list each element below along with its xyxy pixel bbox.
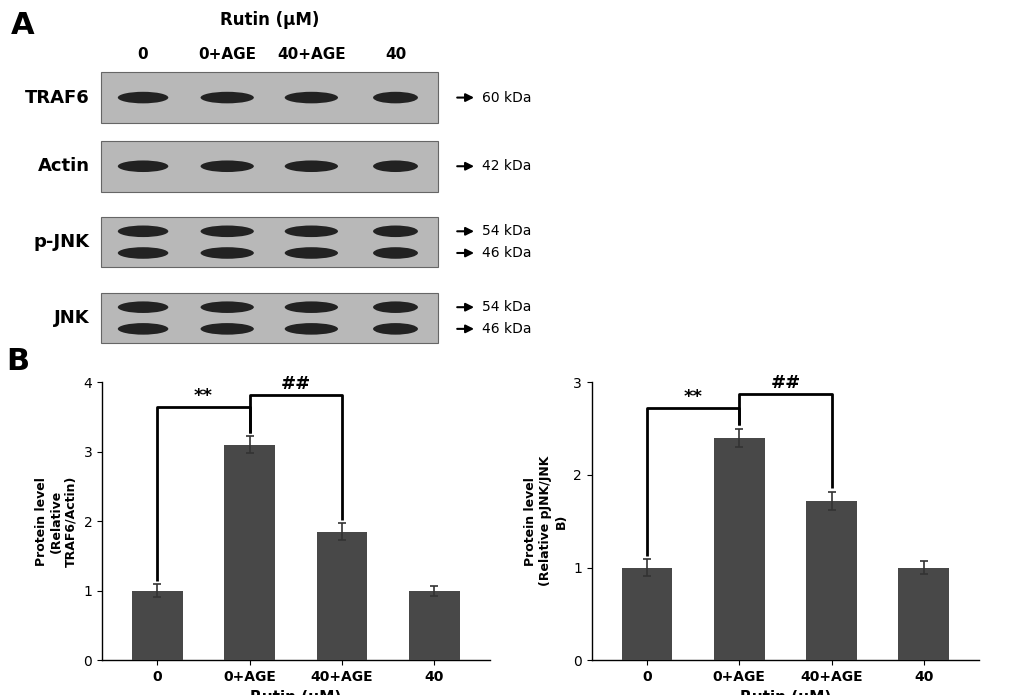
Ellipse shape — [373, 323, 418, 335]
Text: 40: 40 — [384, 47, 406, 62]
Bar — [316, 532, 367, 660]
Ellipse shape — [284, 247, 337, 259]
Ellipse shape — [118, 302, 168, 313]
Ellipse shape — [284, 225, 337, 237]
Bar — [101, 72, 437, 123]
Text: JNK: JNK — [54, 309, 90, 327]
Ellipse shape — [284, 92, 337, 104]
Text: 0+AGE: 0+AGE — [198, 47, 256, 62]
Bar — [805, 501, 856, 660]
Ellipse shape — [373, 302, 418, 313]
Ellipse shape — [201, 92, 254, 104]
Text: 0: 0 — [138, 47, 148, 62]
Bar — [409, 591, 460, 660]
Ellipse shape — [284, 161, 337, 172]
Ellipse shape — [118, 161, 168, 172]
Bar — [101, 217, 437, 268]
Text: p-JNK: p-JNK — [34, 233, 90, 251]
Ellipse shape — [284, 323, 337, 335]
Bar — [131, 591, 182, 660]
Y-axis label: Protein level
(Relative pJNK/JNK
B): Protein level (Relative pJNK/JNK B) — [524, 456, 567, 587]
Text: Rutin (μM): Rutin (μM) — [219, 11, 319, 28]
Text: A: A — [11, 11, 35, 40]
Ellipse shape — [201, 225, 254, 237]
Ellipse shape — [118, 323, 168, 335]
Text: 54 kDa: 54 kDa — [482, 224, 531, 238]
Text: Actin: Actin — [38, 157, 90, 175]
X-axis label: Rutin (μM): Rutin (μM) — [250, 689, 341, 695]
Text: 40+AGE: 40+AGE — [277, 47, 345, 62]
Bar — [898, 568, 949, 660]
Ellipse shape — [118, 92, 168, 104]
Ellipse shape — [201, 161, 254, 172]
Ellipse shape — [373, 247, 418, 259]
Text: B: B — [6, 347, 30, 376]
Ellipse shape — [118, 225, 168, 237]
Bar — [224, 445, 275, 660]
Y-axis label: Protein level
(Relative
TRAF6/Actin): Protein level (Relative TRAF6/Actin) — [35, 475, 77, 567]
Bar — [621, 568, 672, 660]
Text: ##: ## — [769, 375, 800, 393]
Ellipse shape — [118, 247, 168, 259]
Ellipse shape — [373, 161, 418, 172]
X-axis label: Rutin (μM): Rutin (μM) — [739, 689, 830, 695]
Text: 42 kDa: 42 kDa — [482, 159, 531, 173]
Ellipse shape — [284, 302, 337, 313]
Text: **: ** — [194, 387, 213, 405]
Ellipse shape — [201, 247, 254, 259]
Ellipse shape — [201, 323, 254, 335]
Text: 46 kDa: 46 kDa — [482, 322, 532, 336]
Bar — [713, 438, 764, 660]
Text: 60 kDa: 60 kDa — [482, 90, 532, 104]
Bar — [101, 141, 437, 192]
Text: **: ** — [683, 389, 702, 407]
Text: TRAF6: TRAF6 — [25, 88, 90, 106]
Text: 46 kDa: 46 kDa — [482, 246, 532, 260]
Bar — [101, 293, 437, 343]
Ellipse shape — [373, 225, 418, 237]
Ellipse shape — [201, 302, 254, 313]
Ellipse shape — [373, 92, 418, 104]
Text: 54 kDa: 54 kDa — [482, 300, 531, 314]
Text: ##: ## — [280, 375, 311, 393]
